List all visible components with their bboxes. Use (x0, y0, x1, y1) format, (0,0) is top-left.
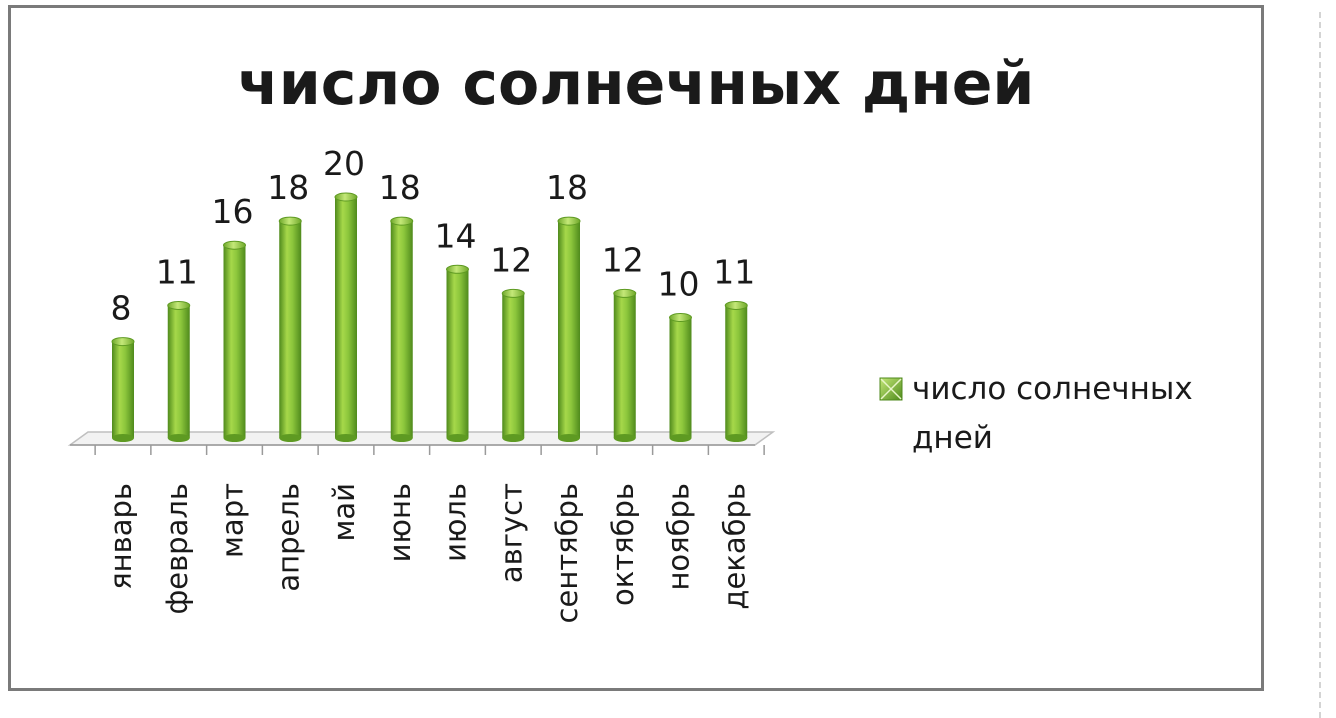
bar-base (167, 434, 190, 442)
bar-body (558, 221, 580, 438)
bar-3 (223, 240, 246, 442)
category-label: декабрь (717, 483, 751, 610)
bar-cap (501, 288, 525, 298)
category-label: июль (439, 483, 473, 562)
category-label: апрель (271, 483, 305, 592)
category-label: март (216, 483, 250, 558)
category-label: октябрь (606, 483, 640, 606)
bar-cap (223, 240, 246, 250)
bar-base (390, 434, 413, 442)
data-label: 12 (602, 240, 644, 279)
bar-cap (390, 216, 414, 226)
bar-9 (557, 216, 581, 442)
bar-body (223, 245, 246, 438)
category-label: июнь (383, 483, 417, 562)
data-label: 11 (156, 252, 198, 291)
bar-body (446, 269, 469, 438)
category-label: январь (104, 483, 138, 590)
bar-5 (334, 192, 358, 442)
data-label: 16 (212, 192, 254, 231)
bar-cap (167, 300, 191, 310)
bar-2 (167, 300, 191, 442)
bar-base (223, 434, 246, 442)
bar-base (558, 434, 580, 442)
bar-cap (557, 216, 581, 226)
bar-body (502, 293, 525, 438)
data-label: 18 (267, 168, 309, 207)
data-label: 18 (546, 168, 588, 207)
page-edge-guide (1319, 12, 1321, 718)
data-labels-group: 8 11 16 18 20 18 14 12 18 12 10 11 (111, 144, 756, 328)
category-label: сентябрь (550, 483, 584, 623)
bar-body (613, 293, 636, 438)
category-labels-group: январь февраль март апрель май июнь июль август… (104, 483, 751, 624)
bar-body (279, 221, 302, 438)
bar-body (112, 341, 134, 438)
bar-cap (278, 216, 302, 226)
chart-title: число солнечных дней (238, 49, 1035, 119)
bar-cap (334, 192, 358, 202)
category-label: февраль (160, 483, 194, 615)
bar-base (725, 434, 748, 442)
bar-10 (613, 288, 637, 442)
data-label: 14 (435, 216, 477, 255)
bar-body (167, 305, 190, 438)
data-label: 8 (111, 289, 132, 328)
bar-cap (446, 264, 469, 274)
bar-12 (724, 300, 748, 442)
bar-cap (669, 313, 692, 322)
bar-base (335, 434, 357, 442)
category-label: май (327, 483, 361, 542)
data-label: 10 (658, 265, 700, 304)
data-label: 12 (490, 240, 532, 279)
bar-base (446, 434, 469, 442)
bar-base (279, 434, 302, 442)
bar-8 (501, 288, 525, 442)
x-axis-ticks (94, 445, 765, 455)
bar-body (390, 221, 413, 438)
bar-base (502, 434, 525, 442)
data-label: 18 (379, 168, 421, 207)
legend-label-line2: дней (912, 420, 993, 456)
data-label: 20 (323, 144, 365, 183)
bar-6 (390, 216, 414, 442)
bar-4 (278, 216, 302, 442)
bar-11 (669, 313, 692, 442)
bar-cap (613, 288, 637, 298)
bar-7 (446, 264, 469, 442)
category-label: ноябрь (662, 483, 696, 591)
legend-label-line1: число солнечных (912, 371, 1193, 407)
bar-base (613, 434, 636, 442)
bar-base (112, 434, 134, 442)
bar-body (669, 317, 692, 438)
chart-frame (8, 5, 1264, 691)
bar-1 (111, 337, 135, 442)
bar-body (725, 305, 748, 438)
bars-group (111, 192, 748, 442)
bar-body (335, 197, 357, 438)
category-label: август (494, 483, 528, 583)
legend: число солнечных дней (879, 371, 1193, 456)
data-label: 11 (713, 252, 755, 291)
bar-cap (111, 337, 135, 347)
bar-base (669, 434, 692, 442)
bar-cap (724, 300, 748, 310)
